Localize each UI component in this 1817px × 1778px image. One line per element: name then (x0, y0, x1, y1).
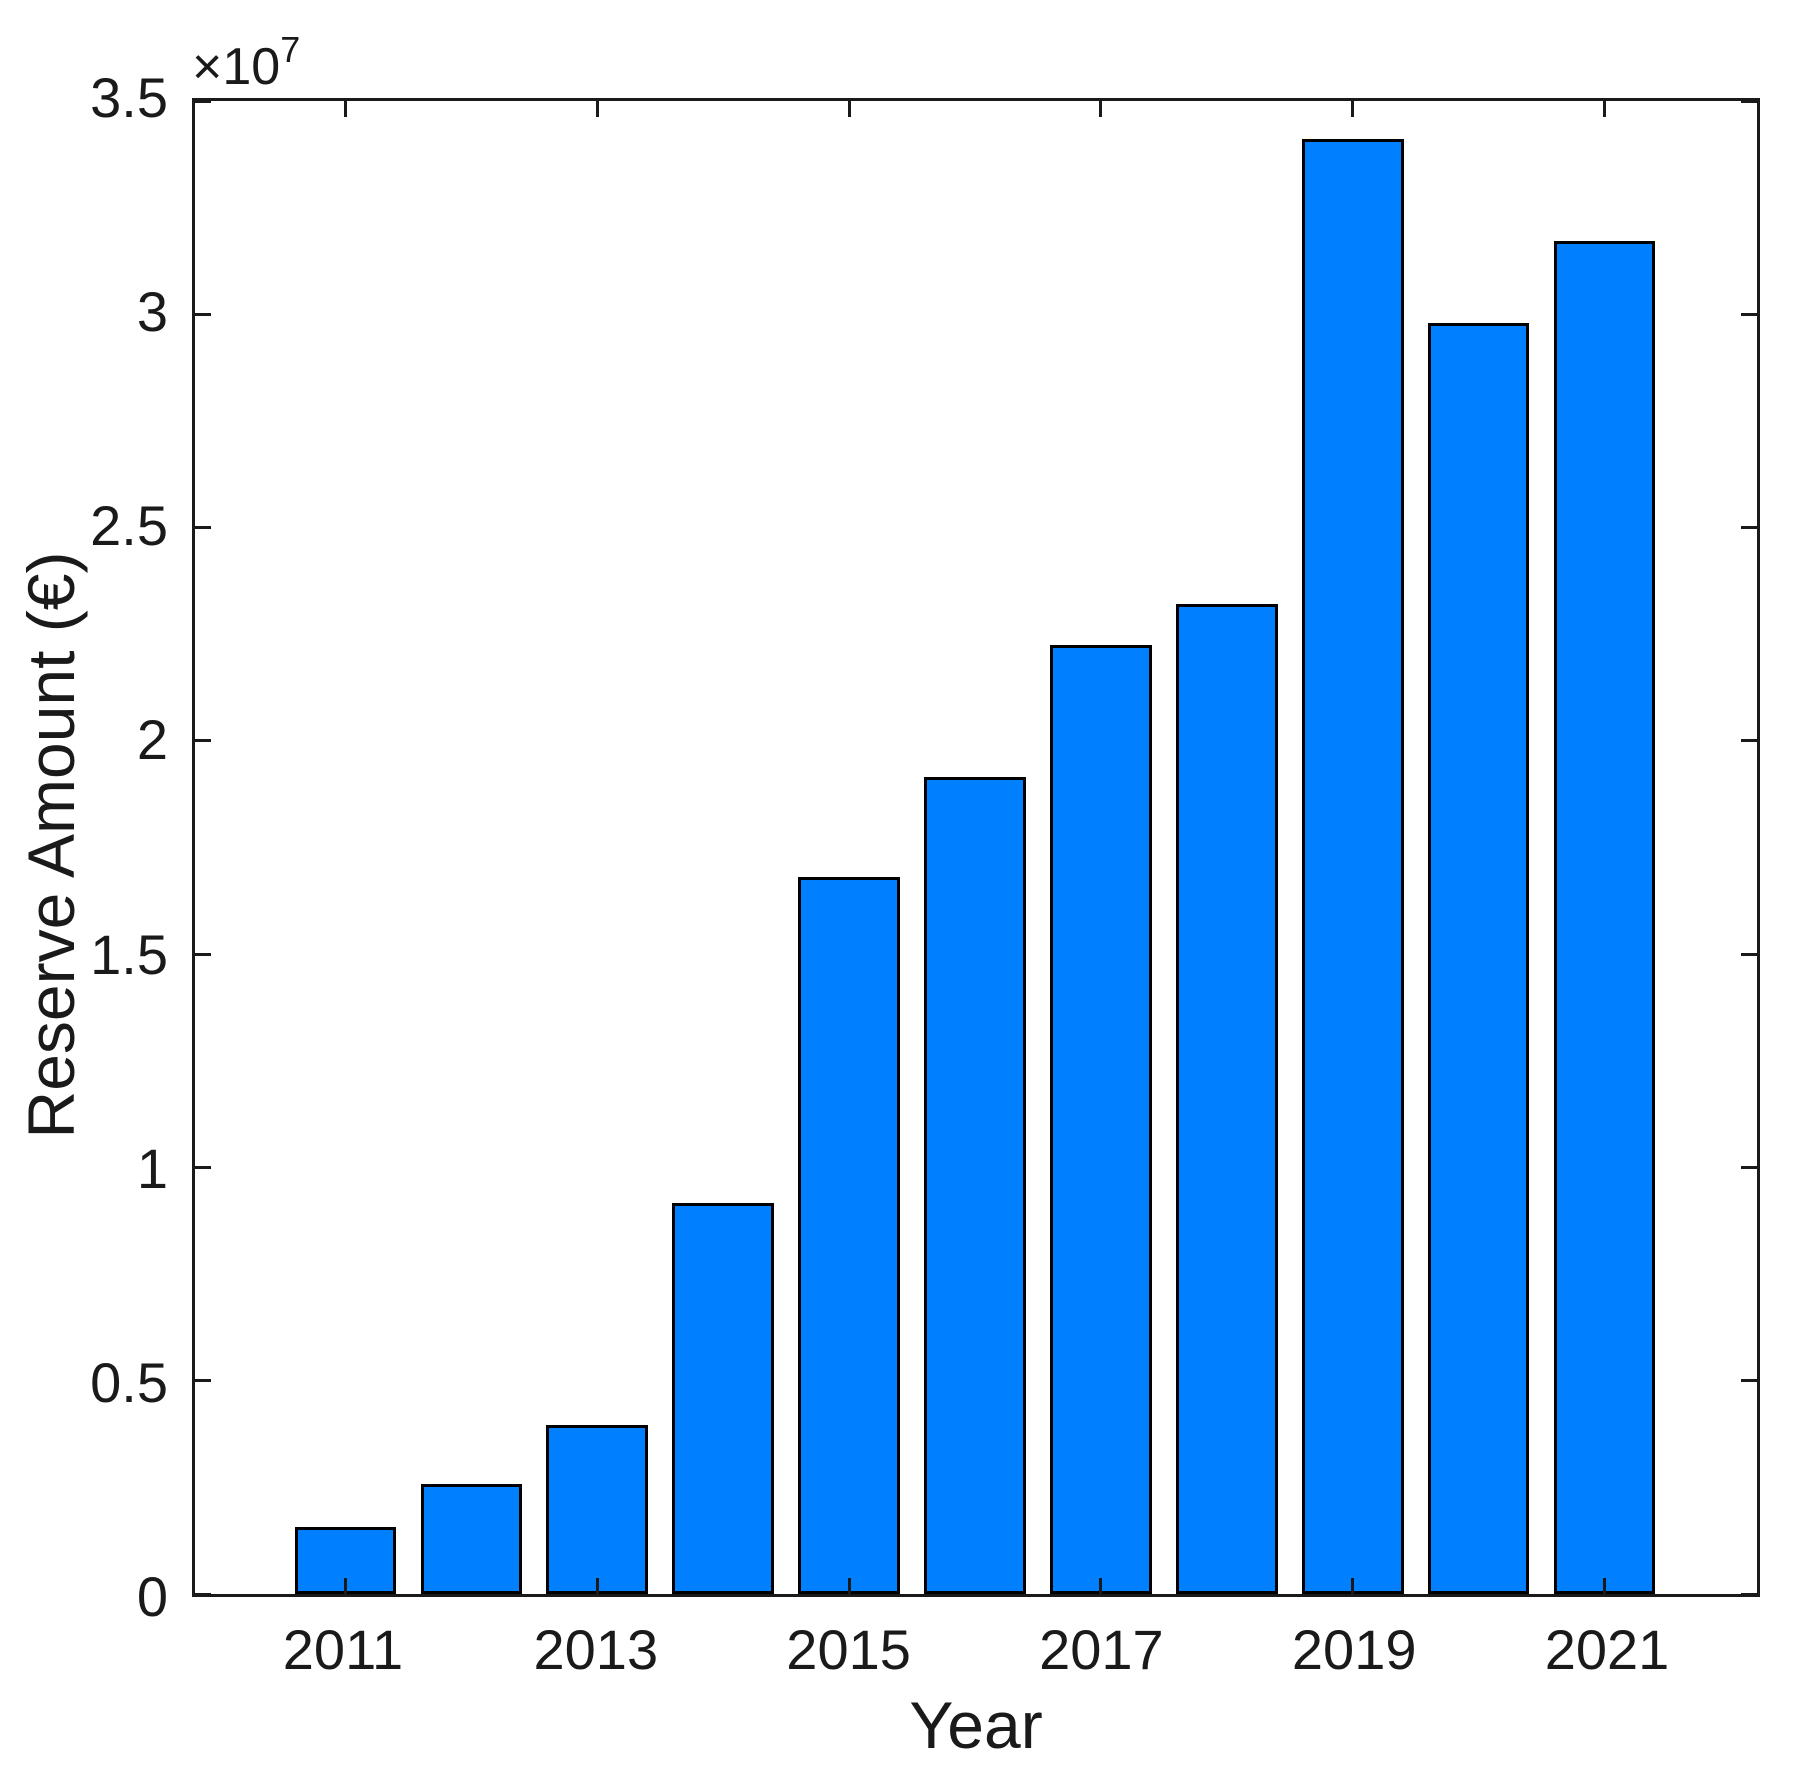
y-tick-1-right (1741, 1165, 1757, 1169)
bar-2013 (546, 1424, 649, 1594)
y-axis-title: Reserve Amount (€) (14, 551, 88, 1139)
y-tick-2-left (195, 739, 211, 743)
y-tick-0-right (1741, 1592, 1757, 1596)
y-tick-label-0: 0 (136, 1565, 168, 1628)
y-tick-0-left (195, 1592, 211, 1596)
y-tick-label-0.5: 0.5 (90, 1350, 168, 1414)
x-axis-title: Year (909, 1688, 1043, 1762)
x-tick-2011-top (343, 101, 347, 117)
y-tick-label-1.5: 1.5 (90, 922, 168, 986)
bar-2015 (798, 876, 900, 1594)
x-tick-2013-top (595, 101, 599, 117)
x-tick-label-2013: 2013 (533, 1618, 659, 1681)
y-tick-3-right (1741, 312, 1757, 316)
y-tick-label-2.5: 2.5 (90, 494, 168, 558)
y-tick-1-left (195, 1165, 211, 1169)
y-tick-label-3.5: 3.5 (90, 66, 168, 129)
x-tick-2017-bottom (1099, 1578, 1103, 1594)
y-tick-3.5-left (195, 99, 211, 103)
y-axis-exponent-power: 7 (280, 29, 301, 70)
y-tick-1.5-left (195, 952, 211, 956)
bar-2014 (672, 1202, 774, 1594)
x-tick-2021-bottom (1603, 1578, 1607, 1594)
x-tick-label-2021: 2021 (1544, 1618, 1670, 1681)
bar-2012 (420, 1483, 523, 1594)
bar-2017 (1050, 644, 1152, 1594)
x-tick-2015-top (847, 101, 851, 117)
y-tick-3.5-right (1741, 99, 1757, 103)
y-tick-2.5-right (1741, 526, 1757, 530)
y-tick-2-right (1741, 739, 1757, 743)
y-tick-label-2: 2 (136, 708, 168, 772)
y-tick-0.5-right (1741, 1379, 1757, 1383)
x-tick-2015-bottom (847, 1578, 851, 1594)
x-tick-2011-bottom (343, 1578, 347, 1594)
y-tick-1.5-right (1741, 952, 1757, 956)
bar-2016 (924, 777, 1026, 1594)
x-tick-2021-top (1603, 101, 1607, 117)
bar-2021 (1553, 241, 1656, 1594)
y-tick-3-left (195, 312, 211, 316)
y-axis-exponent-base: ×10 (192, 38, 281, 96)
x-tick-label-2019: 2019 (1291, 1618, 1417, 1681)
y-tick-2.5-left (195, 526, 211, 530)
y-tick-label-3: 3 (136, 280, 168, 344)
bar-2020 (1427, 323, 1530, 1594)
x-tick-2017-top (1099, 101, 1103, 117)
plot-area (192, 98, 1760, 1597)
x-tick-2013-bottom (595, 1578, 599, 1594)
y-tick-0.5-left (195, 1379, 211, 1383)
x-tick-2019-bottom (1351, 1578, 1355, 1594)
y-axis-exponent-label: ×107 (192, 22, 300, 95)
y-tick-label-1: 1 (136, 1136, 168, 1200)
x-tick-label-2011: 2011 (282, 1618, 404, 1681)
x-tick-label-2015: 2015 (786, 1618, 911, 1681)
bar-2018 (1176, 603, 1278, 1594)
bar-2019 (1301, 138, 1404, 1594)
x-tick-label-2017: 2017 (1039, 1618, 1164, 1681)
x-tick-2019-top (1351, 101, 1355, 117)
